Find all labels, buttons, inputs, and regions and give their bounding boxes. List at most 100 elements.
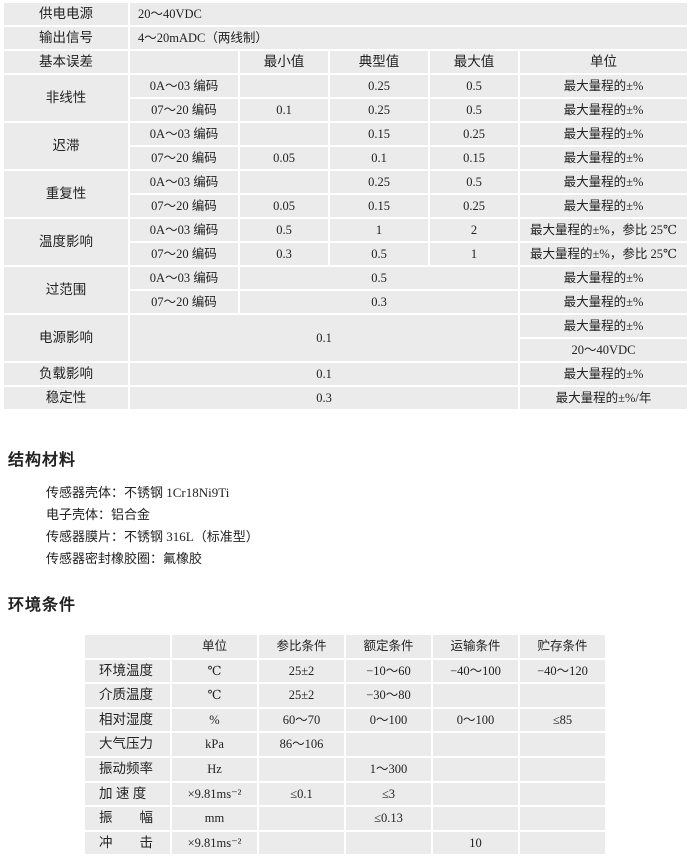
table-row: 07～20 编码 0.3 最大量程的±% [4,291,687,313]
output-signal-value: 4～20mADC（两线制） [130,27,687,49]
table-row: 冲 击 ×9.81ms⁻² 10 [85,831,605,855]
cell-unit: Hz [172,757,257,781]
cell-value: 0.5 [240,267,518,289]
cell-code: 0A～03 编码 [130,267,238,289]
cell-min: 0.3 [240,243,328,265]
material-item: 传感器壳体：不锈钢 1Cr18Ni9Ti [46,485,230,500]
cell-typ: 0.15 [330,195,428,217]
cell-transport [433,757,518,781]
cell-unit: 最大量程的±% [520,171,687,193]
row-label: 振动频率 [85,757,170,781]
cell-max: 1 [430,243,518,265]
row-label: 大气压力 [85,733,170,756]
cell-code: 0A～03 编码 [130,171,238,193]
cell-code: 07～20 编码 [130,147,238,169]
cell-storage [520,733,605,756]
cell-unit: 20～40VDC [520,339,687,361]
group-label: 稳定性 [4,387,128,409]
table-row: 07～20 编码 0.3 0.5 1 最大量程的±%，参比 25℃ [4,243,687,265]
cell-min [240,75,328,97]
cell-typ: 0.25 [330,171,428,193]
table-row: 稳定性 0.3 最大量程的±%/年 [4,387,687,409]
cell-rated: ≤0.13 [346,807,431,830]
table-row: 环境温度 ℃ 25±2 −10～60 −40～100 −40～120 [85,659,605,683]
cell-max: 0.5 [430,75,518,97]
cell-storage [520,757,605,781]
cell-code: 07～20 编码 [130,291,238,313]
row-label: 输出信号 [4,27,128,49]
cell-storage: −40～120 [520,659,605,683]
column-header: 单位 [172,635,257,658]
cell-typ: 0.25 [330,75,428,97]
environment-table: 单位 参比条件 额定条件 运输条件 贮存条件 环境温度 ℃ 25±2 −10～60 −40～100… [83,633,607,856]
table-row: 20～40VDC [4,339,687,361]
cell-min: 0.5 [240,219,328,241]
materials-heading: 结构材料 [8,450,77,469]
cell-code: 07～20 编码 [130,243,238,265]
cell-typ: 0.1 [330,147,428,169]
column-header: 运输条件 [433,635,518,658]
table-row: 单位 参比条件 额定条件 运输条件 贮存条件 [85,635,605,658]
cell-ref: ≤0.1 [259,782,344,806]
table-row: 大气压力 kPa 86～106 [85,733,605,756]
table-row: 振 幅 mm ≤0.13 [85,807,605,830]
cell-typ: 0.15 [330,123,428,145]
cell-transport: −40～100 [433,659,518,683]
cell-unit: 最大量程的±% [520,267,687,289]
cell-max: 0.25 [430,123,518,145]
cell-ref: 86～106 [259,733,344,756]
cell-max: 2 [430,219,518,241]
cell-rated: −10～60 [346,659,431,683]
table-row: 非线性 0A～03 编码 0.25 0.5 最大量程的±% [4,75,687,121]
cell-min [240,123,328,145]
cell-code: 0A～03 编码 [130,123,238,145]
table-row: 电源影响 0.1 最大量程的±% [4,315,687,361]
cell-rated: −30～80 [346,684,431,707]
cell-unit: mm [172,807,257,830]
column-header: 单位 [520,51,687,73]
cell-code: 0A～03 编码 [130,219,238,241]
row-label: 冲 击 [85,831,170,855]
cell-transport [433,733,518,756]
group-label: 非线性 [4,75,128,121]
cell-storage: ≤85 [520,708,605,732]
cell-rated [346,733,431,756]
specifications-table: 供电电源 20～40VDC 输出信号 4～20mADC（两线制） 基本误差 最小值 典型值最… [2,1,689,411]
cell-typ: 0.25 [330,99,428,121]
cell-code: 0A～03 编码 [130,75,238,97]
cell-max: 0.15 [430,147,518,169]
cell-rated [346,831,431,855]
table-row: 输出信号 4～20mADC（两线制） [4,27,687,49]
cell-rated: ≤3 [346,782,431,806]
cell-typ: 0.5 [330,243,428,265]
cell-ref: 25±2 [259,684,344,707]
cell-unit: ℃ [172,684,257,707]
empty-cell [130,51,238,73]
cell-min: 0.05 [240,195,328,217]
group-label: 重复性 [4,171,128,217]
table-row: 基本误差 最小值 典型值 最大值 单位 [4,51,687,73]
cell-storage [520,807,605,830]
cell-unit: ×9.81ms⁻² [172,831,257,855]
cell-ref: 25±2 [259,659,344,683]
cell-typ: 1 [330,219,428,241]
cell-unit: 最大量程的±%/年 [520,387,687,409]
cell-transport [433,684,518,707]
cell-unit: kPa [172,733,257,756]
group-label: 负载影响 [4,363,128,385]
cell-max: 0.25 [430,195,518,217]
group-label: 电源影响 [4,315,128,361]
cell-min: 0.05 [240,147,328,169]
table-row: 过范围 0A～03 编码 0.5 最大量程的±% [4,267,687,313]
cell-transport [433,782,518,806]
cell-ref [259,831,344,855]
cell-unit: 最大量程的±% [520,99,687,121]
table-row: 迟滞 0A～03 编码 0.15 0.25 最大量程的±% [4,123,687,169]
cell-min: 0.1 [240,99,328,121]
cell-max: 0.5 [430,99,518,121]
row-label: 相对湿度 [85,708,170,732]
group-label: 过范围 [4,267,128,313]
cell-value: 0.3 [130,387,518,409]
table-row: 供电电源 20～40VDC [4,3,687,25]
column-header: 参比条件 [259,635,344,658]
